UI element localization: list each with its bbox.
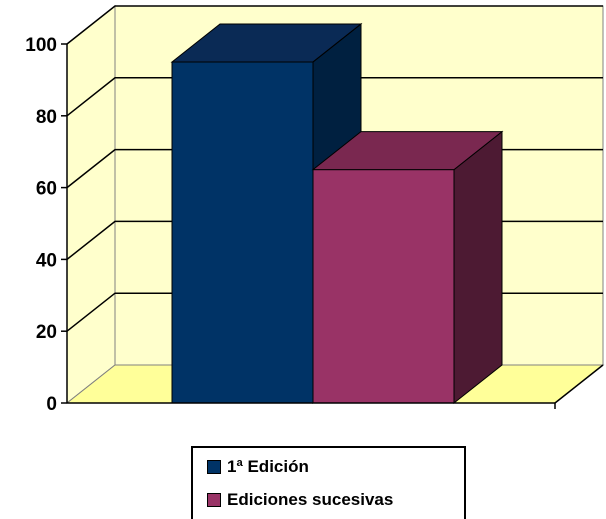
y-tick-label: 40 bbox=[36, 250, 57, 271]
bar-top bbox=[170, 23, 363, 63]
bar-front bbox=[312, 169, 455, 404]
legend-item-2: Ediciones sucesivas bbox=[207, 489, 393, 511]
legend: 1ª Edición Ediciones sucesivas bbox=[191, 446, 466, 519]
y-axis: 0 20 40 60 80 100 bbox=[25, 35, 604, 415]
y-tick-label: 60 bbox=[36, 179, 57, 200]
legend-label-2: Ediciones sucesivas bbox=[227, 490, 394, 509]
bar-front bbox=[171, 61, 314, 404]
bar bbox=[311, 130, 504, 405]
y-tick-label: 0 bbox=[46, 394, 57, 415]
y-tick-label: 20 bbox=[36, 322, 57, 343]
side-wall bbox=[66, 4, 116, 405]
bar-top bbox=[311, 131, 504, 171]
bars bbox=[170, 22, 504, 405]
gridline bbox=[66, 77, 603, 117]
legend-label-1: 1ª Edición bbox=[227, 457, 309, 476]
floor-edge bbox=[554, 364, 604, 404]
bar-side bbox=[453, 130, 503, 405]
y-tick-label: 100 bbox=[25, 35, 57, 56]
legend-swatch-1 bbox=[207, 460, 221, 474]
y-tick-label: 80 bbox=[36, 107, 57, 128]
bar-chart: 0 20 40 60 80 100 bbox=[25, 4, 605, 415]
legend-item-1: 1ª Edición bbox=[207, 456, 309, 478]
gridline bbox=[66, 5, 603, 45]
legend-swatch-2 bbox=[207, 493, 221, 507]
